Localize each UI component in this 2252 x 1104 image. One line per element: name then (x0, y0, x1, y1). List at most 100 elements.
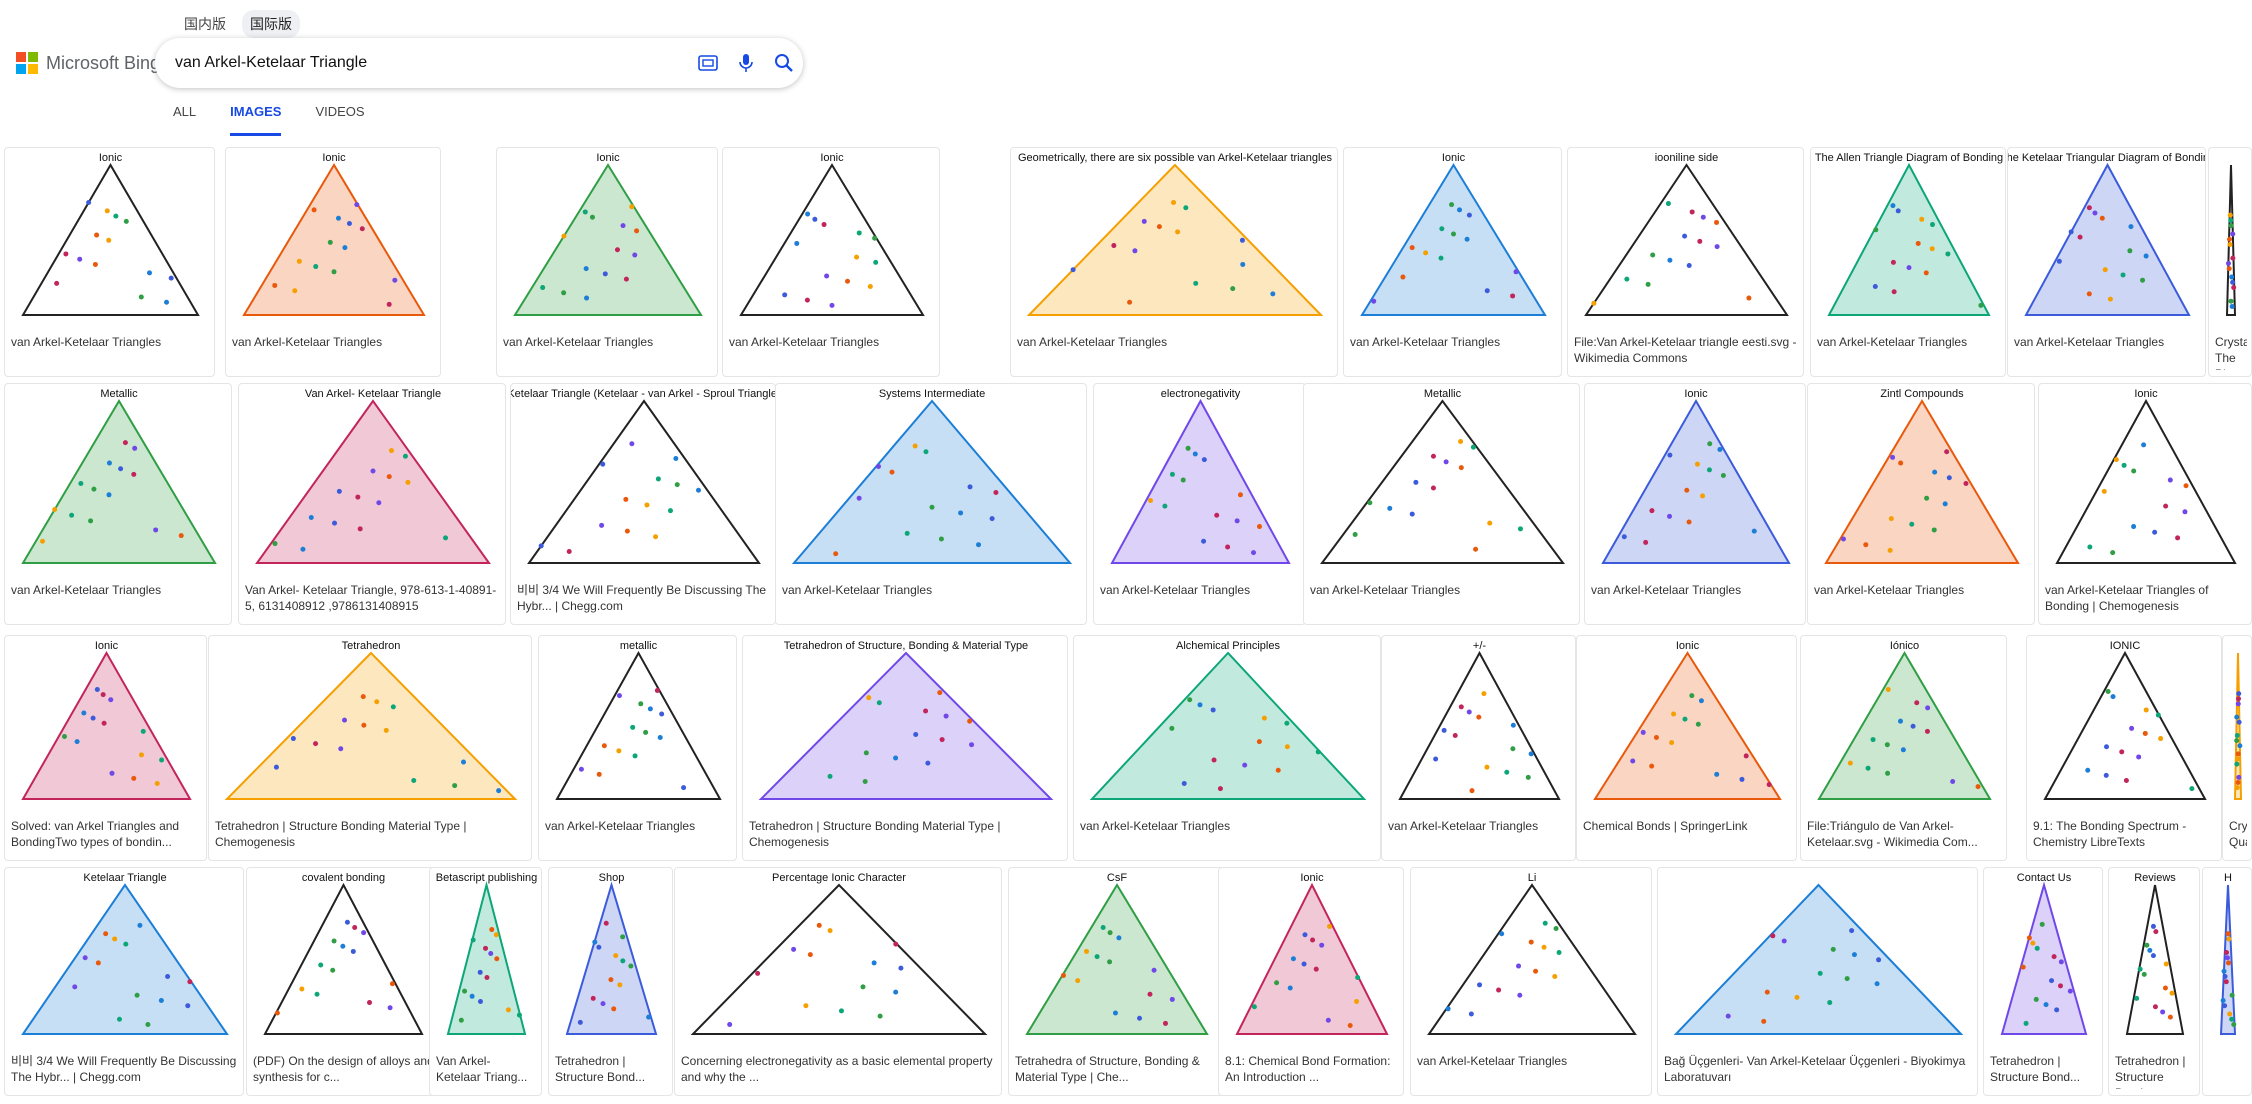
result-caption[interactable]: van Arkel-Ketelaar Triangles (1080, 819, 1231, 833)
result-caption[interactable]: Van Arkel- Ketelaar Triangle, 978-613-1-… (245, 583, 497, 613)
result-caption[interactable]: van Arkel-Ketelaar Triangles (1310, 583, 1461, 597)
result-caption[interactable]: van Arkel-Ketelaar Triangles (1100, 583, 1251, 597)
search-icon[interactable] (765, 44, 803, 82)
result-caption[interactable]: File:Van Arkel-Ketelaar triangle eesti.s… (1574, 335, 1797, 365)
region-international-tab[interactable]: 国际版 (242, 10, 300, 38)
image-result[interactable]: iooniline side File:Van Arkel-Ketelaar tr… (1567, 147, 1804, 377)
result-thumbnail[interactable]: Ionic (1577, 636, 1796, 816)
image-result[interactable]: Ionic van Arkel-Ketelaar Triangles (496, 147, 718, 377)
tab-all[interactable]: ALL (173, 104, 197, 119)
result-thumbnail[interactable]: Shop (549, 868, 672, 1051)
image-result[interactable]: Betascript publishing Van Arkel- Ketelaar… (429, 867, 542, 1096)
image-result[interactable]: Van Arkel- Ketelaar Triangle Van Arkel- K… (238, 383, 506, 625)
result-caption[interactable]: Tetrahedron | Structure Bonding Material… (749, 819, 1001, 849)
result-thumbnail[interactable]: Contact Us (1984, 868, 2102, 1051)
image-result[interactable]: Iónico File:Triángulo de Van Arkel-Ketela… (1800, 635, 2007, 861)
result-thumbnail[interactable]: Li (1411, 868, 1651, 1051)
result-thumbnail[interactable]: Ionic (5, 148, 214, 332)
image-result[interactable]: Tetrahedron Tetrahedron | Structure Bondi… (208, 635, 532, 861)
image-result[interactable]: Bağ Üçgenleri- Van Arkel-Ketelaar Üçgenl… (1657, 867, 1978, 1096)
result-caption[interactable]: Tetrahedron | Structure Bond... (555, 1054, 646, 1084)
image-result[interactable]: Ionic van Arkel-Ketelaar Triangles (4, 147, 215, 377)
result-thumbnail[interactable]: Betascript publishing (430, 868, 541, 1051)
image-result[interactable]: H (2202, 867, 2252, 1096)
result-caption[interactable]: van Arkel-Ketelaar Triangles (1814, 583, 1965, 597)
search-input[interactable] (175, 54, 689, 72)
result-thumbnail[interactable]: Tetrahedron (209, 636, 531, 816)
image-result[interactable]: Metallic van Arkel-Ketelaar Triangles (4, 383, 232, 625)
result-caption[interactable]: File:Triángulo de Van Arkel-Ketelaar.svg… (1807, 819, 1978, 849)
result-caption[interactable]: Tetrahedron | Structure Bond... (2115, 1054, 2186, 1089)
result-thumbnail[interactable]: Ionic (5, 636, 206, 816)
result-caption[interactable]: Chemical Bonds | SpringerLink (1583, 819, 1748, 833)
result-thumbnail[interactable]: Alchemical Principles (1074, 636, 1380, 816)
image-result[interactable]: Ionic 8.1: Chemical Bond Formation: An In… (1218, 867, 1404, 1096)
result-caption[interactable]: van Arkel-Ketelaar Triangles (1817, 335, 1968, 349)
image-result[interactable]: Alchemical Principles van Arkel-Ketelaar … (1073, 635, 1381, 861)
result-caption[interactable]: Tetrahedron | Structure Bond... (1990, 1054, 2081, 1084)
image-result[interactable]: Ionic van Arkel-Ketelaar Triangles (1584, 383, 1806, 625)
result-thumbnail[interactable]: Ketelaar Triangle (Ketelaar - van Arkel … (511, 384, 775, 580)
image-result[interactable]: Contact Us Tetrahedron | Structure Bond..… (1983, 867, 2103, 1096)
result-thumbnail[interactable]: Ionic (497, 148, 717, 332)
result-caption[interactable]: Crys Qua (2229, 819, 2247, 849)
result-thumbnail[interactable]: Systems Intermediate (776, 384, 1086, 580)
result-caption[interactable]: Solved: van Arkel Triangles and BondingT… (11, 819, 180, 849)
result-thumbnail[interactable]: covalent bonding (247, 868, 438, 1051)
result-thumbnail[interactable]: Reviews (2109, 868, 2199, 1051)
result-thumbnail[interactable]: iooniline side (1568, 148, 1803, 332)
tab-videos[interactable]: VIDEOS (315, 104, 365, 119)
image-result[interactable]: The Allen Triangle Diagram of Bonding van… (1810, 147, 2006, 377)
image-result[interactable]: Ionic Chemical Bonds | SpringerLink (1576, 635, 1797, 861)
result-caption[interactable]: Van Arkel- Ketelaar Triang... (436, 1054, 528, 1084)
tab-images[interactable]: IMAGES (230, 104, 282, 136)
result-thumbnail[interactable]: electronegativity (1094, 384, 1305, 580)
image-result[interactable]: Ionic van Arkel-Ketelaar Triangles (225, 147, 441, 377)
result-caption[interactable]: van Arkel-Ketelaar Triangles (1417, 1054, 1568, 1068)
result-thumbnail[interactable]: Iónico (1801, 636, 2006, 816)
result-caption[interactable]: van Arkel-Ketelaar Triangles (1350, 335, 1501, 349)
image-result[interactable]: Tetrahedron of Structure, Bonding & Mate… (742, 635, 1068, 861)
result-thumbnail[interactable]: H (2203, 868, 2251, 1051)
image-result[interactable]: Ketelaar Triangle 비비 3/4 We Will Frequent… (4, 867, 244, 1096)
bing-logo[interactable]: Microsoft Bing (16, 52, 160, 74)
result-caption[interactable]: van Arkel-Ketelaar Triangles (1017, 335, 1168, 349)
result-thumbnail[interactable]: +/- (1382, 636, 1575, 816)
result-caption[interactable] (2209, 1053, 2247, 1089)
result-caption[interactable]: Concerning electronegativity as a basic … (681, 1054, 993, 1084)
result-thumbnail[interactable]: Zintl Compounds (1808, 384, 2034, 580)
result-caption[interactable]: Tetrahedron | Structure Bonding Material… (215, 819, 467, 849)
result-thumbnail[interactable]: Ionic (226, 148, 440, 332)
image-result[interactable]: The Ketelaar Triangular Diagram of Bondi… (2007, 147, 2206, 377)
image-result[interactable]: Zintl Compounds van Arkel-Ketelaar Triang… (1807, 383, 2035, 625)
image-result[interactable]: Ionic van Arkel-Ketelaar Triangles (1343, 147, 1562, 377)
image-result[interactable]: Metallic van Arkel-Ketelaar Triangles (1303, 383, 1580, 625)
result-caption[interactable]: Bağ Üçgenleri- Van Arkel-Ketelaar Üçgenl… (1664, 1054, 1966, 1084)
image-result[interactable]: Reviews Tetrahedron | Structure Bond... (2108, 867, 2200, 1096)
result-thumbnail[interactable]: Ketelaar Triangle (5, 868, 243, 1051)
image-result[interactable]: electronegativity van Arkel-Ketelaar Tria… (1093, 383, 1306, 625)
result-caption[interactable]: van Arkel-Ketelaar Triangles (545, 819, 696, 833)
image-result[interactable]: Shop Tetrahedron | Structure Bond... (548, 867, 673, 1096)
result-caption[interactable]: van Arkel-Ketelaar Triangles (11, 583, 162, 597)
image-result[interactable]: Ionic van Arkel-Ketelaar Triangles (722, 147, 940, 377)
result-thumbnail[interactable]: Metallic (5, 384, 231, 580)
result-thumbnail[interactable]: Ionic (723, 148, 939, 332)
image-result[interactable]: covalent bonding (PDF) On the design of a… (246, 867, 439, 1096)
region-domestic-tab[interactable]: 国内版 (184, 16, 226, 32)
result-thumbnail[interactable]: Metallic (1304, 384, 1579, 580)
image-result[interactable]: Ketelaar Triangle (Ketelaar - van Arkel … (510, 383, 776, 625)
result-thumbnail[interactable]: Ionic (1219, 868, 1403, 1051)
result-caption[interactable]: van Arkel-Ketelaar Triangles (782, 583, 933, 597)
result-caption[interactable]: van Arkel-Ketelaar Triangles (232, 335, 383, 349)
image-result[interactable]: Li van Arkel-Ketelaar Triangles (1410, 867, 1652, 1096)
image-result[interactable]: metallic van Arkel-Ketelaar Triangles (538, 635, 737, 861)
result-thumbnail[interactable]: Tetrahedron of Structure, Bonding & Mate… (743, 636, 1067, 816)
result-caption[interactable]: 9.1: The Bonding Spectrum - Chemistry Li… (2033, 819, 2187, 849)
result-thumbnail[interactable]: Geometrically, there are six possible va… (1011, 148, 1337, 332)
image-result[interactable]: Crys Qua (2222, 635, 2252, 861)
result-caption[interactable]: (PDF) On the design of alloys and synthe… (253, 1054, 434, 1084)
result-thumbnail[interactable]: metallic (539, 636, 736, 816)
image-result[interactable]: +/- van Arkel-Ketelaar Triangles (1381, 635, 1576, 861)
result-caption[interactable]: 8.1: Chemical Bond Formation: An Introdu… (1225, 1054, 1391, 1084)
